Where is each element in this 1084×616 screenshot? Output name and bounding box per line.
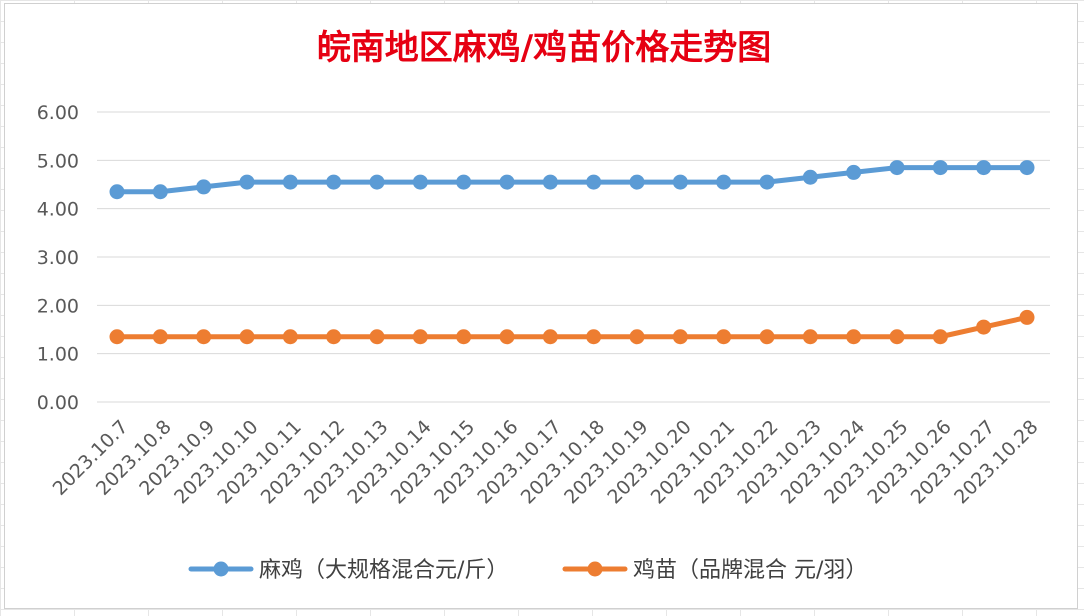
data-point[interactable] bbox=[586, 329, 602, 345]
data-point[interactable] bbox=[239, 329, 255, 345]
data-point[interactable] bbox=[716, 174, 732, 190]
series-line bbox=[114, 165, 1030, 195]
legend: 麻鸡（大规格混合元/斤） 鸡苗（品牌混合 元/羽） bbox=[188, 558, 867, 583]
data-point[interactable] bbox=[802, 329, 818, 345]
y-tick-label: 2.00 bbox=[37, 295, 79, 317]
data-point[interactable] bbox=[629, 329, 645, 345]
data-point[interactable] bbox=[542, 174, 558, 190]
data-point[interactable] bbox=[369, 174, 385, 190]
data-point[interactable] bbox=[586, 174, 602, 190]
data-point[interactable] bbox=[846, 329, 862, 345]
legend-label: 鸡苗（品牌混合 元/羽） bbox=[633, 558, 867, 583]
legend-marker bbox=[587, 561, 603, 577]
data-point[interactable] bbox=[326, 329, 342, 345]
data-point[interactable] bbox=[932, 160, 948, 176]
data-point[interactable] bbox=[282, 174, 298, 190]
x-axis-ticks: 2023.10.72023.10.82023.10.92023.10.10202… bbox=[49, 416, 1043, 508]
legend-label: 麻鸡（大规格混合元/斤） bbox=[259, 558, 508, 583]
chart-area[interactable]: 皖南地区麻鸡/鸡苗价格走势图 0.00 1.00 2.00 3.00 4.00 5.00 6… bbox=[4, 3, 1078, 609]
y-tick-label: 5.00 bbox=[37, 150, 79, 172]
series-2 bbox=[109, 309, 1035, 345]
legend-item-2[interactable]: 鸡苗（品牌混合 元/羽） bbox=[562, 558, 867, 583]
data-point[interactable] bbox=[499, 329, 515, 345]
data-point[interactable] bbox=[412, 174, 428, 190]
data-point[interactable] bbox=[196, 179, 212, 195]
data-point[interactable] bbox=[196, 329, 212, 345]
line-chart: 皖南地区麻鸡/鸡苗价格走势图 0.00 1.00 2.00 3.00 4.00 5.00 6… bbox=[37, 28, 1050, 583]
y-axis-ticks: 0.00 1.00 2.00 3.00 4.00 5.00 6.00 bbox=[37, 102, 79, 414]
legend-marker bbox=[213, 561, 229, 577]
y-tick-label: 3.00 bbox=[37, 247, 79, 269]
series-line bbox=[114, 314, 1030, 340]
data-point[interactable] bbox=[456, 174, 472, 190]
data-point[interactable] bbox=[716, 329, 732, 345]
data-point[interactable] bbox=[152, 329, 168, 345]
y-tick-label: 1.00 bbox=[37, 344, 79, 366]
data-point[interactable] bbox=[889, 160, 905, 176]
data-point[interactable] bbox=[326, 174, 342, 190]
data-point[interactable] bbox=[109, 184, 125, 200]
data-point[interactable] bbox=[672, 174, 688, 190]
legend-item-1[interactable]: 麻鸡（大规格混合元/斤） bbox=[188, 558, 508, 583]
data-point[interactable] bbox=[109, 329, 125, 345]
data-point[interactable] bbox=[1019, 309, 1035, 325]
data-point[interactable] bbox=[629, 174, 645, 190]
gridlines bbox=[97, 111, 1050, 403]
data-point[interactable] bbox=[282, 329, 298, 345]
data-point[interactable] bbox=[932, 329, 948, 345]
y-tick-label: 6.00 bbox=[37, 102, 79, 124]
data-point[interactable] bbox=[239, 174, 255, 190]
chart-title: 皖南地区麻鸡/鸡苗价格走势图 bbox=[317, 28, 771, 68]
data-point[interactable] bbox=[456, 329, 472, 345]
data-point[interactable] bbox=[369, 329, 385, 345]
data-point[interactable] bbox=[759, 329, 775, 345]
data-point[interactable] bbox=[1019, 160, 1035, 176]
data-point[interactable] bbox=[542, 329, 558, 345]
data-point[interactable] bbox=[846, 164, 862, 180]
y-tick-label: 4.00 bbox=[37, 199, 79, 221]
data-point[interactable] bbox=[759, 174, 775, 190]
data-point[interactable] bbox=[976, 319, 992, 335]
data-point[interactable] bbox=[672, 329, 688, 345]
series-layer bbox=[109, 160, 1035, 345]
data-point[interactable] bbox=[889, 329, 905, 345]
data-point[interactable] bbox=[152, 184, 168, 200]
data-point[interactable] bbox=[412, 329, 428, 345]
y-tick-label: 0.00 bbox=[37, 392, 79, 414]
data-point[interactable] bbox=[802, 169, 818, 185]
data-point[interactable] bbox=[976, 160, 992, 176]
series-1 bbox=[109, 160, 1035, 200]
data-point[interactable] bbox=[499, 174, 515, 190]
